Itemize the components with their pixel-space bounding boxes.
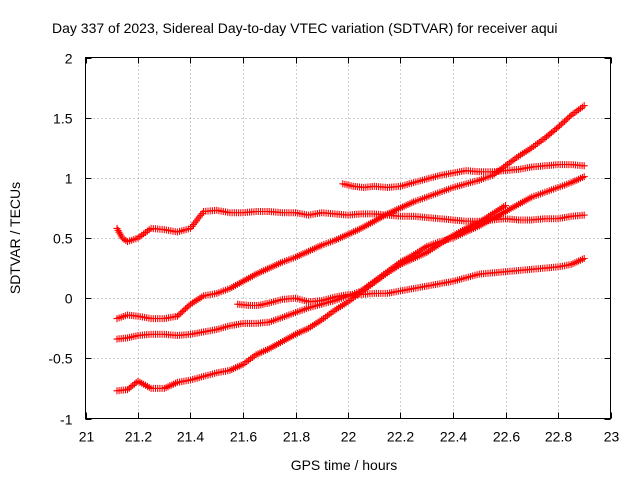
x-tick-label: 23: [604, 429, 620, 445]
data-point-markers: [339, 161, 588, 191]
y-tick-label: 0: [65, 291, 73, 307]
y-tick-label: 0.5: [53, 231, 73, 247]
x-tick-label: 22.4: [440, 429, 467, 445]
data-point-markers: [113, 173, 588, 343]
x-tick-label: 21: [79, 429, 95, 445]
x-tick-label: 21.4: [177, 429, 204, 445]
y-tick-label: -0.5: [48, 351, 72, 367]
series-sat-6: [234, 255, 588, 309]
series-sat-4: [113, 173, 588, 343]
x-tick-label: 21.2: [125, 429, 152, 445]
axis-ticks: 21 21.2 21.4 21.6 21.8 22 22.2 22.4 22.6 22.8 23-1…: [48, 51, 619, 445]
x-tick-label: 21.6: [230, 429, 257, 445]
grid: [85, 57, 611, 419]
y-tick-label: 1.5: [53, 111, 73, 127]
x-tick-label: 22: [341, 429, 357, 445]
data-point-markers: [113, 202, 509, 395]
x-tick-label: 22.6: [493, 429, 520, 445]
x-tick-label: 22.2: [387, 429, 414, 445]
y-tick-label: 1: [65, 171, 73, 187]
y-axis-label: SDTVAR / TECUs: [7, 182, 23, 294]
series-sat-2: [339, 161, 588, 191]
data-marks: [113, 102, 588, 395]
x-tick-label: 22.8: [545, 429, 572, 445]
chart-title: Day 337 of 2023, Sidereal Day-to-day VTE…: [52, 20, 558, 36]
x-tick-label: 21.8: [283, 429, 310, 445]
data-point-markers: [113, 206, 588, 246]
series-sat-5: [113, 202, 509, 395]
data-point-markers: [113, 102, 588, 323]
y-tick-label: 2: [65, 51, 73, 67]
y-tick-label: -1: [60, 412, 73, 428]
series-sat-3: [113, 102, 588, 323]
series-sat-1: [113, 206, 588, 246]
x-axis-label: GPS time / hours: [291, 457, 398, 473]
data-point-markers: [234, 255, 588, 309]
